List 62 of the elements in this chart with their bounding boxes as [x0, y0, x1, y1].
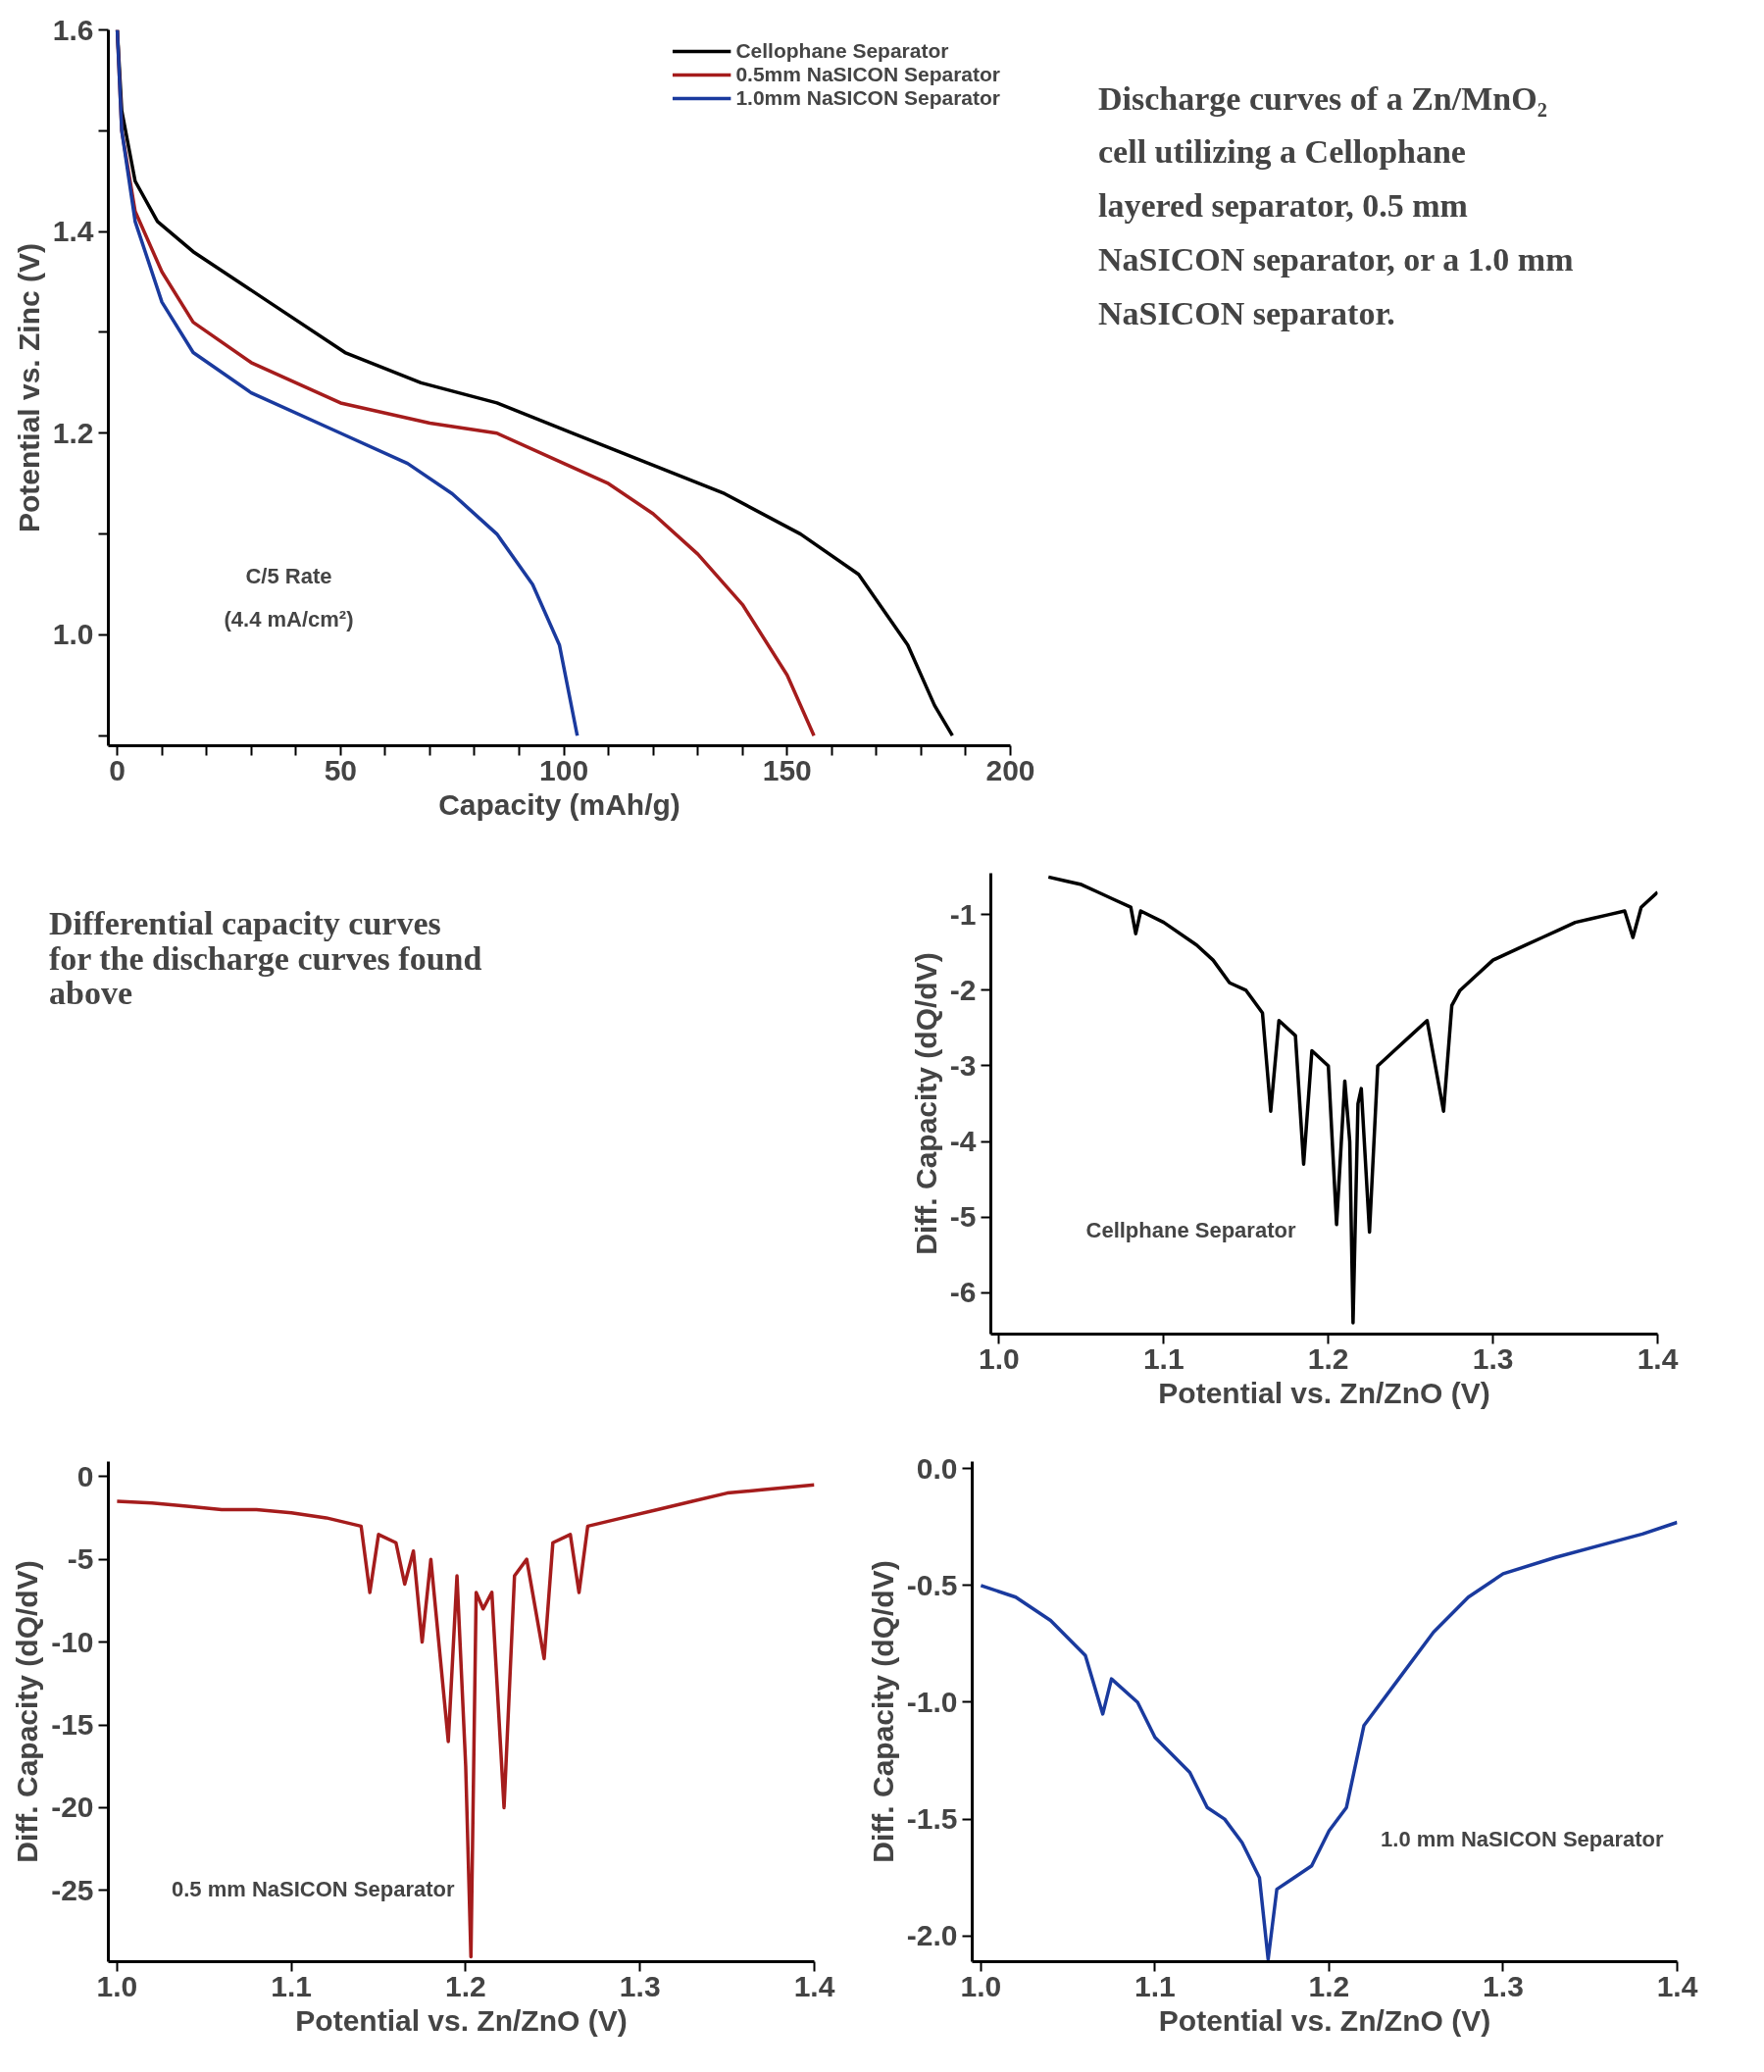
line-series [115, 1483, 815, 1959]
x-tick-label: 1.4 [1637, 1341, 1679, 1375]
y-axis-title: Diff. Capacity (dQ/dV) [11, 1560, 44, 1863]
legend-label: 0.5mm NaSICON Separator [735, 63, 1000, 86]
y-tick-label: 0 [76, 1459, 94, 1492]
text: Discharge curves of a Zn/MnO₂ cell utilizing a Cellophane layered separator, 0.5 mm NaSICON separator, or a 1.0 mm NaSICON separator. [1098, 79, 1574, 331]
x-tick-label: 1.0 [96, 1969, 138, 2002]
y-axis-title: Potential vs. Zinc (V) [12, 242, 45, 533]
x-tick-label: 1.4 [1656, 1969, 1698, 2002]
y-tick-label: -1.0 [906, 1685, 958, 1718]
annotation: C/5 Rate [245, 563, 332, 588]
annotation: (4.4 mA/cm²) [224, 606, 354, 632]
y-tick-label: -20 [51, 1791, 94, 1824]
x-tick-label: 1.3 [1472, 1341, 1514, 1375]
y-tick-label: -15 [51, 1708, 94, 1742]
annotation: 0.5 mm NaSICON Separator [172, 1877, 456, 1902]
annotation: Cellphane Separator [1085, 1217, 1296, 1242]
x-tick-label: 1.4 [793, 1969, 835, 2002]
y-tick-label: 0.0 [916, 1451, 958, 1485]
x-tick-label: 0 [109, 753, 126, 786]
legend-label: 1.0mm NaSICON Separator [735, 86, 1000, 110]
x-tick-label: 1.3 [619, 1969, 661, 2002]
y-tick-label: -5 [949, 1200, 977, 1234]
x-tick-label: 1.1 [1142, 1341, 1184, 1375]
annotation: 1.0 mm NaSICON Separator [1381, 1827, 1665, 1852]
y-tick-label: -1.5 [906, 1802, 958, 1836]
x-axis-title: Potential vs. Zn/ZnO (V) [1158, 2003, 1491, 2037]
x-axis-title: Potential vs. Zn/ZnO (V) [295, 2003, 628, 2037]
x-tick-label: 100 [539, 753, 589, 786]
x-tick-label: 1.0 [979, 1341, 1020, 1375]
y-tick-label: 1.4 [52, 215, 94, 248]
text: Differential capacity curves for the discharge curves found above [49, 905, 482, 1011]
x-tick-label: 1.1 [1134, 1969, 1176, 2002]
legend-label: Cellophane Separator [735, 39, 949, 63]
y-tick-label: 1.6 [52, 13, 94, 46]
x-axis-title: Capacity (mAh/g) [438, 787, 680, 821]
x-tick-label: 1.2 [1308, 1969, 1350, 2002]
x-tick-label: 1.3 [1483, 1969, 1524, 2002]
x-tick-label: 1.1 [271, 1969, 313, 2002]
y-tick-label: -4 [949, 1125, 977, 1158]
y-tick-label: -6 [949, 1276, 977, 1309]
x-tick-label: 150 [762, 753, 812, 786]
y-tick-label: -2.0 [906, 1919, 958, 1952]
x-tick-label: 1.2 [445, 1969, 486, 2002]
y-tick-label: -5 [67, 1542, 94, 1576]
y-tick-label: -2 [949, 973, 977, 1006]
line-series [1046, 875, 1658, 1325]
x-axis-title: Potential vs. Zn/ZnO (V) [1158, 1376, 1490, 1409]
y-tick-label: -25 [51, 1873, 94, 1906]
y-tick-label: 1.0 [52, 618, 94, 651]
x-tick-label: 200 [985, 753, 1035, 786]
y-tick-label: -3 [949, 1048, 977, 1082]
y-tick-label: 1.2 [52, 416, 94, 449]
y-tick-label: -0.5 [906, 1568, 958, 1601]
x-tick-label: 1.2 [1307, 1341, 1349, 1375]
y-tick-label: -10 [51, 1625, 94, 1658]
line-series [979, 1520, 1678, 1961]
line-series [115, 29, 580, 737]
y-tick-label: -1 [949, 897, 977, 931]
x-tick-label: 50 [324, 753, 358, 786]
y-axis-title: Diff. Capacity (dQ/dV) [866, 1560, 899, 1863]
y-axis-title: Diff. Capacity (dQ/dV) [909, 952, 942, 1255]
